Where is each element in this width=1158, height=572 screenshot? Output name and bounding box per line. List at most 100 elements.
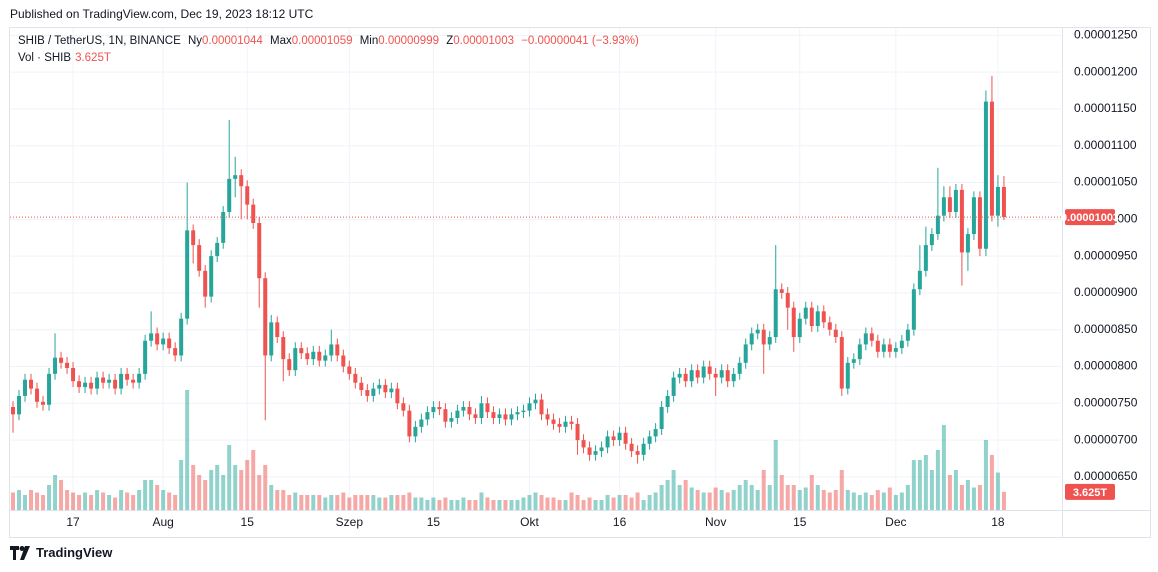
volume-bar: [899, 492, 904, 510]
volume-bar: [239, 470, 244, 510]
volume-bar: [971, 487, 976, 510]
candle-body: [851, 359, 856, 363]
volume-bar: [47, 485, 52, 510]
candle-body: [539, 399, 544, 415]
candle-body: [59, 357, 64, 363]
volume-bar: [995, 472, 1000, 510]
candle-body: [215, 242, 220, 257]
volume-bar: [773, 440, 778, 510]
candle-body: [683, 373, 688, 382]
volume-bar: [521, 497, 526, 510]
candle-body: [755, 329, 760, 334]
candle-body: [209, 256, 214, 297]
candle-body: [275, 322, 280, 338]
candle-body: [929, 234, 934, 246]
candle-body: [575, 423, 580, 441]
candle-body: [341, 355, 346, 367]
candle-body: [581, 440, 586, 448]
candle-body: [359, 382, 364, 391]
candle-body: [647, 436, 652, 444]
volume-bar: [305, 495, 310, 510]
ohlc-legend: SHIB / TetherUS, 1N, BINANCE Ny0.0000104…: [18, 35, 643, 47]
volume-bar: [347, 497, 352, 510]
volume-bar: [89, 495, 94, 510]
volume-bar: [365, 495, 370, 510]
candle-body: [779, 289, 784, 293]
grid: [10, 28, 1061, 510]
volume-bar: [743, 480, 748, 510]
volume-label: Vol · SHIB: [18, 52, 72, 64]
candle-body: [629, 443, 634, 452]
candle-body: [959, 189, 964, 253]
volume-bar: [119, 490, 124, 510]
candle-body: [101, 377, 106, 383]
candle-body: [395, 388, 400, 404]
candle-body: [119, 373, 124, 389]
volume-bar: [395, 495, 400, 510]
y-tick-label: 0.00000700: [1074, 432, 1138, 446]
volume-bar: [527, 495, 532, 510]
candle-body: [47, 373, 52, 405]
volume-bar: [35, 492, 40, 510]
candle-body: [617, 432, 622, 441]
volume-bar: [875, 490, 880, 510]
candle-body: [713, 373, 718, 378]
volume-bar: [965, 480, 970, 510]
volume-bar: [437, 500, 442, 510]
volume-bar: [473, 500, 478, 510]
volume-bar: [167, 492, 172, 510]
volume-bar: [251, 450, 256, 510]
candle-body: [329, 344, 334, 356]
candle-body: [125, 373, 130, 380]
candle-body: [293, 348, 298, 371]
volume-bar: [515, 500, 520, 510]
published-note: Published on TradingView.com, Dec 19, 20…: [10, 7, 314, 21]
volume-bar: [761, 470, 766, 510]
volume-bar: [779, 475, 784, 510]
candle-body: [251, 204, 256, 224]
candle-body: [335, 344, 340, 356]
candle-body: [299, 348, 304, 354]
y-tick-label: 0.00001250: [1074, 28, 1138, 42]
candle-body: [131, 379, 136, 383]
candle-body: [821, 311, 826, 323]
candle-body: [875, 340, 880, 352]
candle-body: [833, 329, 838, 338]
volume-bar: [833, 490, 838, 510]
volume-bar: [197, 475, 202, 510]
y-tick-label: 0.00001200: [1074, 64, 1138, 78]
candle-body: [689, 370, 694, 382]
x-tick-label: 18: [991, 515, 1005, 529]
candle-body: [551, 419, 556, 424]
volume-bar: [413, 497, 418, 510]
volume-bar: [113, 497, 118, 510]
volume-bar: [317, 495, 322, 510]
candle-body: [791, 307, 796, 338]
brand-name[interactable]: TradingView: [36, 545, 113, 560]
candle-body: [383, 384, 388, 393]
candle-body: [497, 414, 502, 419]
candle-body: [509, 414, 514, 420]
y-tick-label: 0.00001050: [1074, 175, 1138, 189]
volume-bar: [785, 485, 790, 510]
volume-bar: [803, 487, 808, 510]
volume-bar: [419, 497, 424, 510]
x-tick-label: Nov: [705, 515, 726, 529]
volume-bar: [821, 490, 826, 510]
candle-body: [593, 451, 598, 455]
volume-bar: [707, 492, 712, 510]
y-tick-label: 0.00000800: [1074, 359, 1138, 373]
volume-bar: [809, 475, 814, 510]
volume-bar: [695, 490, 700, 510]
volume-bar: [755, 490, 760, 510]
volume-bar: [851, 492, 856, 510]
candle-body: [227, 178, 232, 212]
candle-body: [893, 348, 898, 352]
volume-bar: [539, 495, 544, 510]
candle-body: [665, 395, 670, 407]
volume-bar: [185, 390, 190, 510]
candle-body: [743, 344, 748, 363]
volume-bar: [431, 497, 436, 510]
candle-body: [173, 348, 178, 356]
volume-bar: [269, 485, 274, 510]
